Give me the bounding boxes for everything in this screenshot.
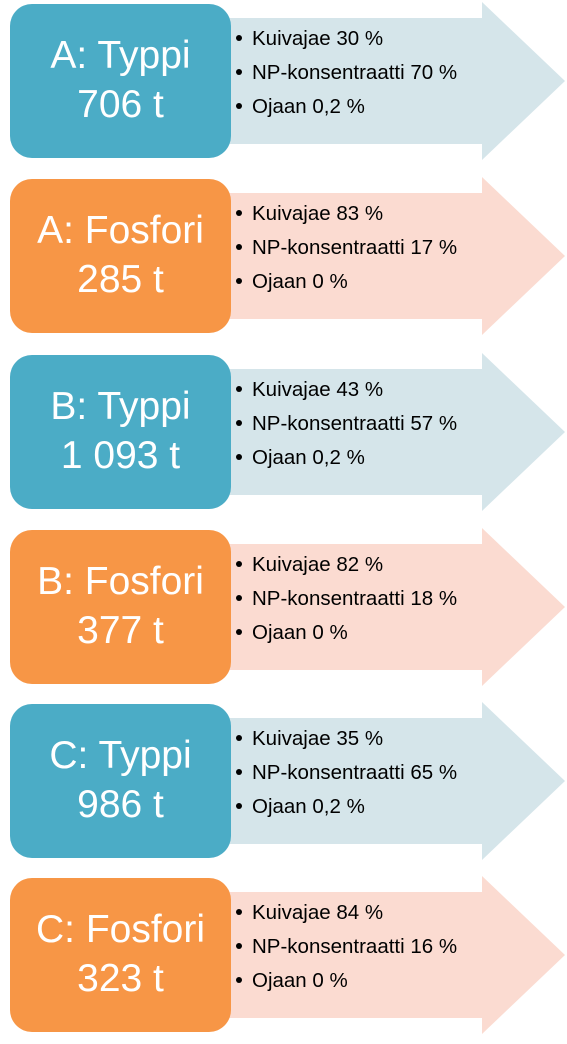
bullet-icon [236, 244, 242, 250]
bullet-icon [236, 769, 242, 775]
bullet-icon [236, 803, 242, 809]
bullet-icon [236, 278, 242, 284]
list-item: NP-konsentraatti 17 % [236, 231, 457, 265]
distribution-list: Kuivajae 43 % NP-konsentraatti 57 % Ojaa… [236, 373, 457, 475]
distribution-list: Kuivajae 82 % NP-konsentraatti 18 % Ojaa… [236, 548, 457, 650]
list-item-text: Ojaan 0,2 % [252, 446, 365, 469]
nutrient-title: C: Fosfori [35, 908, 206, 952]
nutrient-box: C: Fosfori 323 t [10, 878, 231, 1032]
nutrient-box: A: Typpi 706 t [10, 4, 231, 158]
list-item-text: NP-konsentraatti 16 % [252, 935, 458, 958]
list-item: NP-konsentraatti 57 % [236, 407, 457, 441]
bullet-icon [236, 909, 242, 915]
distribution-list: Kuivajae 30 % NP-konsentraatti 70 % Ojaa… [236, 22, 457, 124]
flow-arrow [226, 528, 565, 686]
list-item: Ojaan 0,2 % [236, 90, 457, 124]
bullet-icon [236, 454, 242, 460]
nutrient-amount: 706 t [77, 83, 164, 126]
list-item-text: Kuivajae 83 % [252, 202, 384, 225]
distribution-list: Kuivajae 84 % NP-konsentraatti 16 % Ojaa… [236, 896, 457, 998]
list-item: Kuivajae 84 % [236, 896, 457, 930]
nutrient-amount: 285 t [77, 258, 164, 301]
nutrient-amount: 1 093 t [60, 434, 181, 477]
list-item-text: Ojaan 0,2 % [252, 95, 365, 118]
flow-row-c-typpi: C: Typpi 986 t Kuivajae 35 % NP-konsentr… [0, 700, 567, 862]
flow-arrow [226, 876, 565, 1034]
flow-row-b-fosfori: B: Fosfori 377 t Kuivajae 82 % NP-konsen… [0, 526, 567, 688]
list-item-text: NP-konsentraatti 57 % [252, 412, 458, 435]
bullet-icon [236, 629, 242, 635]
distribution-list: Kuivajae 35 % NP-konsentraatti 65 % Ojaa… [236, 722, 457, 824]
list-item: NP-konsentraatti 70 % [236, 56, 457, 90]
list-item-text: Kuivajae 30 % [252, 27, 384, 50]
bullet-icon [236, 561, 242, 567]
bullet-icon [236, 735, 242, 741]
flow-row-b-typpi: B: Typpi 1 093 t Kuivajae 43 % NP-konsen… [0, 351, 567, 513]
list-item: Kuivajae 35 % [236, 722, 457, 756]
distribution-list: Kuivajae 83 % NP-konsentraatti 17 % Ojaa… [236, 197, 457, 299]
bullet-icon [236, 210, 242, 216]
flow-arrow [226, 2, 565, 160]
list-item-text: NP-konsentraatti 17 % [252, 236, 458, 259]
flow-row-a-fosfori: A: Fosfori 285 t Kuivajae 83 % NP-konsen… [0, 175, 567, 337]
list-item-text: Ojaan 0,2 % [252, 795, 365, 818]
nutrient-box: A: Fosfori 285 t [10, 179, 231, 333]
bullet-icon [236, 595, 242, 601]
list-item-text: NP-konsentraatti 70 % [252, 61, 458, 84]
nutrient-title: B: Typpi [50, 385, 191, 429]
list-item: Kuivajae 30 % [236, 22, 457, 56]
flow-row-a-typpi: A: Typpi 706 t Kuivajae 30 % NP-konsentr… [0, 0, 567, 162]
nutrient-box: B: Fosfori 377 t [10, 530, 231, 684]
bullet-icon [236, 386, 242, 392]
nutrient-title: B: Fosfori [37, 560, 204, 604]
list-item: Ojaan 0,2 % [236, 441, 457, 475]
list-item-text: Kuivajae 35 % [252, 727, 384, 750]
list-item: Ojaan 0 % [236, 616, 457, 650]
nutrient-amount: 377 t [77, 609, 164, 652]
list-item-text: Kuivajae 82 % [252, 553, 384, 576]
bullet-icon [236, 943, 242, 949]
list-item: NP-konsentraatti 18 % [236, 582, 457, 616]
bullet-icon [236, 35, 242, 41]
list-item-text: Kuivajae 43 % [252, 378, 384, 401]
list-item: NP-konsentraatti 16 % [236, 930, 457, 964]
nutrient-box: B: Typpi 1 093 t [10, 355, 231, 509]
list-item: Ojaan 0 % [236, 265, 457, 299]
list-item: Ojaan 0 % [236, 964, 457, 998]
list-item: Kuivajae 82 % [236, 548, 457, 582]
list-item: NP-konsentraatti 65 % [236, 756, 457, 790]
flow-arrow [226, 702, 565, 860]
list-item-text: NP-konsentraatti 65 % [252, 761, 458, 784]
nutrient-title: A: Fosfori [37, 209, 204, 253]
list-item-text: Ojaan 0 % [252, 621, 348, 644]
flow-arrow [226, 177, 565, 335]
bullet-icon [236, 977, 242, 983]
list-item-text: Kuivajae 84 % [252, 901, 384, 924]
bullet-icon [236, 69, 242, 75]
list-item: Kuivajae 83 % [236, 197, 457, 231]
flow-row-c-fosfori: C: Fosfori 323 t Kuivajae 84 % NP-konsen… [0, 874, 567, 1036]
bullet-icon [236, 420, 242, 426]
flow-arrow [226, 353, 565, 511]
nutrient-amount: 986 t [77, 783, 164, 826]
list-item: Ojaan 0,2 % [236, 790, 457, 824]
nutrient-title: A: Typpi [50, 34, 191, 78]
list-item-text: NP-konsentraatti 18 % [252, 587, 458, 610]
nutrient-box: C: Typpi 986 t [10, 704, 231, 858]
list-item-text: Ojaan 0 % [252, 270, 348, 293]
list-item: Kuivajae 43 % [236, 373, 457, 407]
nutrient-amount: 323 t [77, 957, 164, 1000]
list-item-text: Ojaan 0 % [252, 969, 348, 992]
bullet-icon [236, 103, 242, 109]
nutrient-title: C: Typpi [49, 734, 192, 778]
